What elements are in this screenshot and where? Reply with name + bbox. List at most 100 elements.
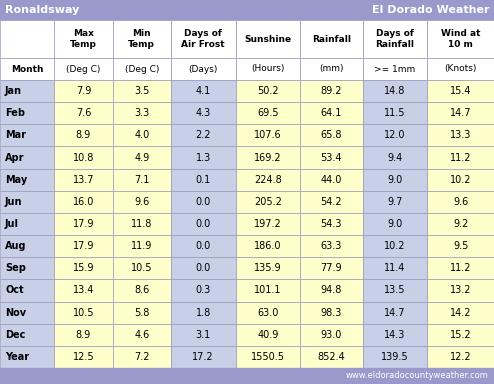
Bar bbox=[113, 124, 171, 146]
Bar bbox=[363, 257, 427, 280]
Bar bbox=[236, 346, 300, 368]
Bar bbox=[300, 213, 363, 235]
Bar bbox=[236, 58, 300, 80]
Text: 13.7: 13.7 bbox=[73, 175, 94, 185]
Text: 224.8: 224.8 bbox=[254, 175, 282, 185]
Bar bbox=[0, 280, 54, 301]
Bar bbox=[427, 102, 494, 124]
Text: Mar: Mar bbox=[5, 131, 26, 141]
Text: 8.9: 8.9 bbox=[76, 330, 91, 340]
Bar bbox=[427, 20, 494, 58]
Text: 63.0: 63.0 bbox=[257, 308, 279, 318]
Text: 11.2: 11.2 bbox=[450, 152, 471, 162]
Text: 11.2: 11.2 bbox=[450, 263, 471, 273]
Bar bbox=[300, 169, 363, 191]
Text: 7.6: 7.6 bbox=[76, 108, 91, 118]
Text: 107.6: 107.6 bbox=[254, 131, 282, 141]
Bar bbox=[113, 191, 171, 213]
Text: 44.0: 44.0 bbox=[321, 175, 342, 185]
Text: 139.5: 139.5 bbox=[381, 352, 409, 362]
Bar bbox=[113, 235, 171, 257]
Text: 0.0: 0.0 bbox=[196, 219, 211, 229]
Text: 17.9: 17.9 bbox=[73, 241, 94, 251]
Text: 9.5: 9.5 bbox=[453, 241, 468, 251]
Text: 64.1: 64.1 bbox=[321, 108, 342, 118]
Bar bbox=[427, 80, 494, 102]
Bar bbox=[171, 102, 236, 124]
Text: 63.3: 63.3 bbox=[321, 241, 342, 251]
Text: 11.4: 11.4 bbox=[384, 263, 406, 273]
Bar bbox=[171, 146, 236, 169]
Bar bbox=[54, 324, 113, 346]
Bar bbox=[363, 146, 427, 169]
Text: Days of
Rainfall: Days of Rainfall bbox=[375, 29, 414, 49]
Text: 54.3: 54.3 bbox=[321, 219, 342, 229]
Bar bbox=[0, 124, 54, 146]
Bar bbox=[0, 346, 54, 368]
Text: 98.3: 98.3 bbox=[321, 308, 342, 318]
Bar bbox=[0, 235, 54, 257]
Bar bbox=[427, 58, 494, 80]
Bar bbox=[0, 146, 54, 169]
Bar bbox=[113, 146, 171, 169]
Bar bbox=[113, 346, 171, 368]
Text: 17.2: 17.2 bbox=[193, 352, 214, 362]
Bar bbox=[236, 235, 300, 257]
Bar bbox=[113, 169, 171, 191]
Bar bbox=[113, 102, 171, 124]
Bar bbox=[54, 191, 113, 213]
Bar bbox=[427, 280, 494, 301]
Bar bbox=[54, 257, 113, 280]
Text: 9.0: 9.0 bbox=[387, 175, 403, 185]
Text: 10.5: 10.5 bbox=[131, 263, 153, 273]
Text: Sunshine: Sunshine bbox=[244, 35, 291, 43]
Bar bbox=[113, 324, 171, 346]
Text: 12.0: 12.0 bbox=[384, 131, 406, 141]
Text: 9.6: 9.6 bbox=[453, 197, 468, 207]
Bar bbox=[300, 191, 363, 213]
Text: 4.0: 4.0 bbox=[134, 131, 149, 141]
Text: 5.8: 5.8 bbox=[134, 308, 149, 318]
Bar bbox=[300, 346, 363, 368]
Bar bbox=[236, 102, 300, 124]
Text: 14.7: 14.7 bbox=[384, 308, 406, 318]
Text: 205.2: 205.2 bbox=[254, 197, 282, 207]
Text: 13.4: 13.4 bbox=[73, 285, 94, 295]
Text: (Deg C): (Deg C) bbox=[124, 65, 159, 73]
Text: 9.0: 9.0 bbox=[387, 219, 403, 229]
Text: 11.9: 11.9 bbox=[131, 241, 153, 251]
Text: 17.9: 17.9 bbox=[73, 219, 94, 229]
Bar bbox=[300, 80, 363, 102]
Text: 7.9: 7.9 bbox=[76, 86, 91, 96]
Text: 3.1: 3.1 bbox=[196, 330, 211, 340]
Bar bbox=[54, 124, 113, 146]
Bar bbox=[113, 80, 171, 102]
Text: 14.7: 14.7 bbox=[450, 108, 471, 118]
Text: 16.0: 16.0 bbox=[73, 197, 94, 207]
Bar bbox=[171, 324, 236, 346]
Bar bbox=[427, 213, 494, 235]
Text: 101.1: 101.1 bbox=[254, 285, 282, 295]
Bar bbox=[0, 324, 54, 346]
Text: (mm): (mm) bbox=[319, 65, 344, 73]
Bar bbox=[300, 58, 363, 80]
Bar bbox=[363, 346, 427, 368]
Bar bbox=[427, 191, 494, 213]
Text: May: May bbox=[5, 175, 27, 185]
Text: 9.7: 9.7 bbox=[387, 197, 403, 207]
Bar bbox=[54, 213, 113, 235]
Bar bbox=[54, 280, 113, 301]
Bar bbox=[236, 191, 300, 213]
Text: 3.3: 3.3 bbox=[134, 108, 149, 118]
Text: 8.6: 8.6 bbox=[134, 285, 149, 295]
Text: 15.2: 15.2 bbox=[450, 330, 471, 340]
Text: Max
Temp: Max Temp bbox=[70, 29, 97, 49]
Text: Apr: Apr bbox=[5, 152, 25, 162]
Bar bbox=[300, 257, 363, 280]
Text: Min
Temp: Min Temp bbox=[128, 29, 155, 49]
Bar bbox=[363, 102, 427, 124]
Text: 14.2: 14.2 bbox=[450, 308, 471, 318]
Text: 1.8: 1.8 bbox=[196, 308, 211, 318]
Bar bbox=[363, 191, 427, 213]
Text: Feb: Feb bbox=[5, 108, 25, 118]
